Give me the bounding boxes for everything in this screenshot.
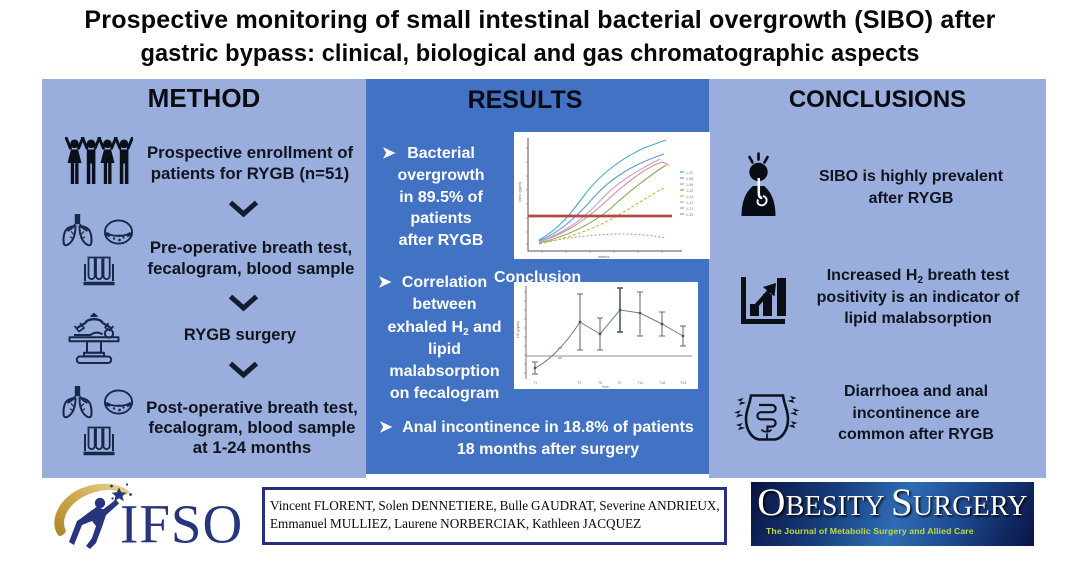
svg-text:1-14: 1-14 <box>686 195 693 199</box>
svg-text:T12: T12 <box>637 381 643 385</box>
svg-text:1-21: 1-21 <box>686 207 693 211</box>
svg-text:T6: T6 <box>598 381 602 385</box>
svg-text:H2 (ppm): H2 (ppm) <box>515 321 520 338</box>
svg-text:1-08: 1-08 <box>686 183 693 187</box>
svg-text:T1: T1 <box>533 381 537 385</box>
svg-text:T3: T3 <box>577 381 581 385</box>
svg-text:IFSO: IFSO <box>120 494 243 555</box>
svg-text:1-17: 1-17 <box>686 201 693 205</box>
svg-text:time: time <box>602 385 609 389</box>
svg-text:T9: T9 <box>617 381 621 385</box>
svg-text:weeks: weeks <box>598 254 609 259</box>
svg-text:T24: T24 <box>680 381 686 385</box>
svg-text:1-01: 1-01 <box>686 171 693 175</box>
svg-text:conc (ppm): conc (ppm) <box>517 181 522 202</box>
svg-text:T18: T18 <box>659 381 665 385</box>
svg-text:1-10: 1-10 <box>686 189 693 193</box>
svg-text:1-06: 1-06 <box>686 177 693 181</box>
svg-text:1-30: 1-30 <box>686 213 693 217</box>
